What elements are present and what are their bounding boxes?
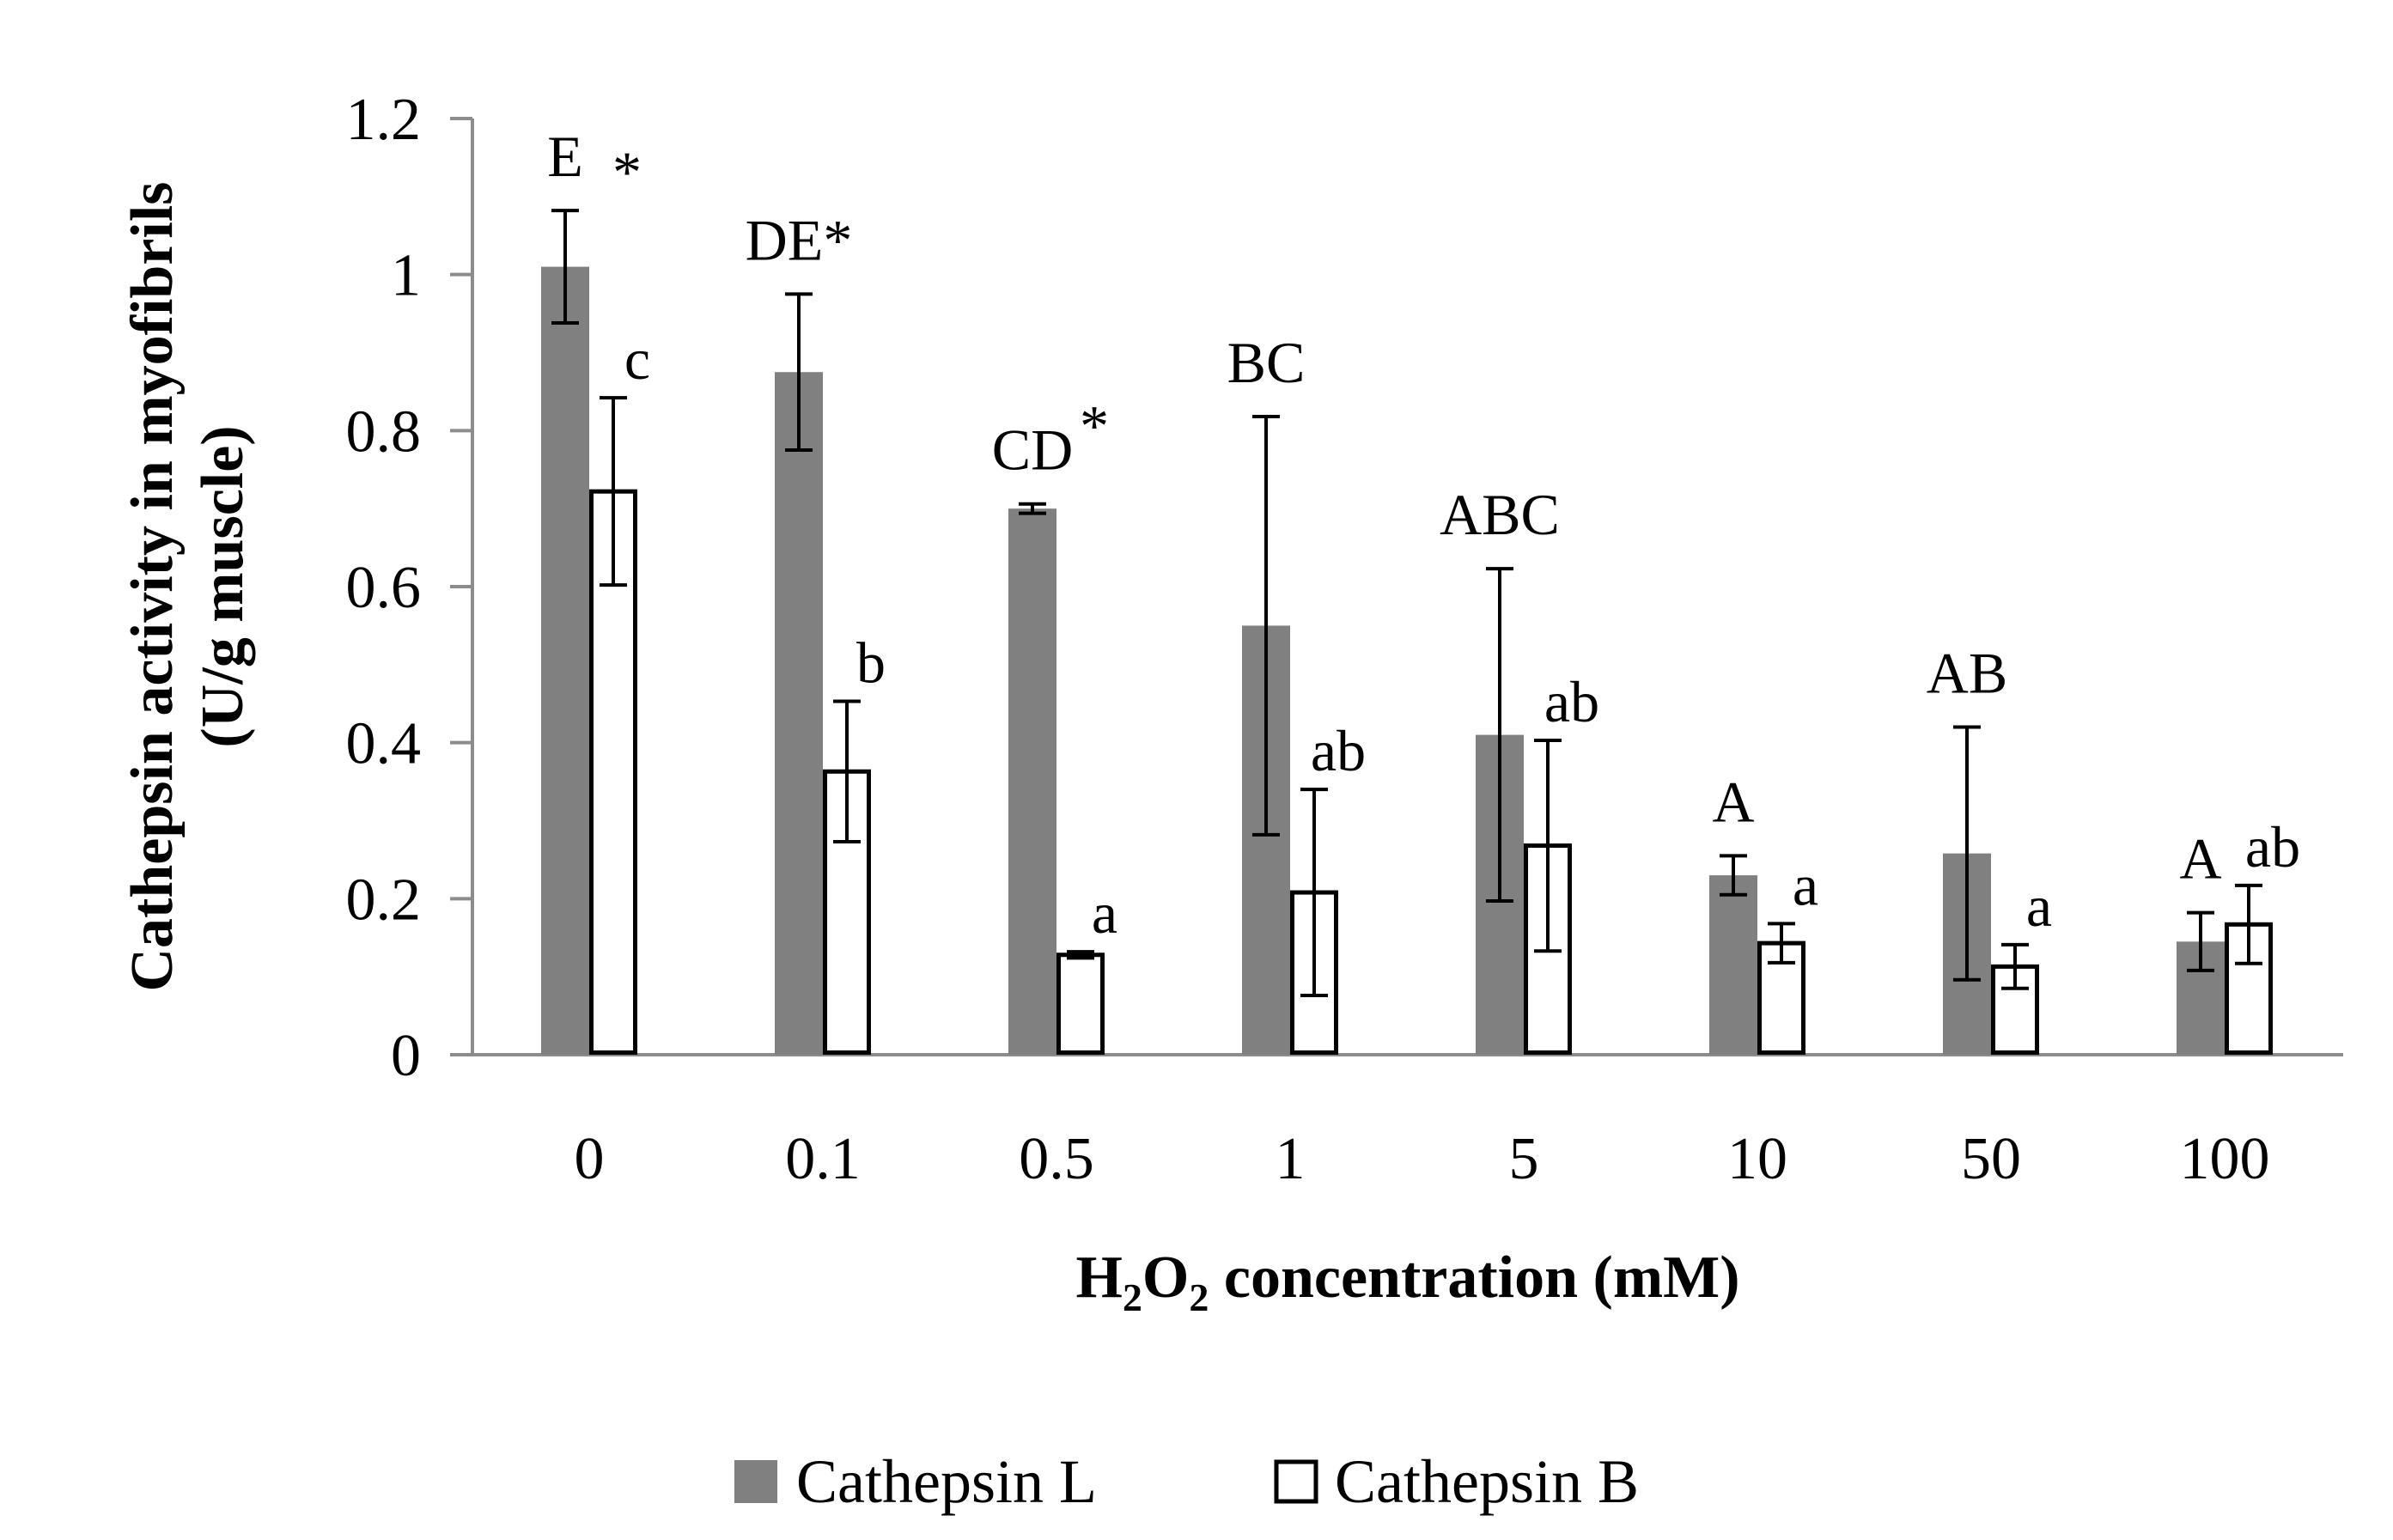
y-axis-title-line1: Cathepsin activity in myofibrils (119, 181, 186, 991)
label-cathepsin-l: E (547, 124, 583, 189)
x-axis-title: H2O2 concentration (mM) (1075, 1245, 1739, 1319)
y-axis-title-line2: (U/g muscle) (190, 425, 256, 747)
asterisk-annotation: * (612, 139, 642, 204)
label-cathepsin-l: AB (1927, 641, 2007, 706)
x-tick-label: 10 (1727, 1126, 1787, 1192)
y-tick-labels: 0 0.2 0.4 0.6 0.8 1 1.2 (346, 87, 422, 1089)
x-tick-label: 1 (1276, 1126, 1306, 1192)
label-cathepsin-l: ABC (1440, 482, 1560, 547)
bar-cathepsin-b (589, 489, 637, 1055)
label-cathepsin-b: b (856, 630, 886, 696)
bar-cathepsin-l (1709, 875, 1757, 1055)
label-cathepsin-l: BC (1227, 330, 1306, 395)
label-cathepsin-l: DE* (746, 207, 853, 272)
x-tick-label: 50 (1961, 1126, 2021, 1192)
label-cathepsin-b: c (624, 326, 650, 392)
y-tick-label: 0.4 (346, 711, 422, 777)
y-ticks (450, 117, 472, 1056)
cathepsin-b-bars (589, 489, 2273, 1056)
x-tick-label: 0 (575, 1126, 605, 1192)
x-tick-label: 100 (2180, 1126, 2270, 1192)
bar-cathepsin-l (775, 372, 823, 1055)
label-cathepsin-l: CD (992, 417, 1073, 483)
y-tick-label: 0 (391, 1023, 421, 1089)
y-tick-label: 0.6 (346, 555, 422, 621)
y-tick-label: 1 (391, 243, 421, 309)
legend-swatch-cathepsin-l (734, 1460, 777, 1503)
cathepsin-l-bars (541, 266, 2225, 1055)
label-cathepsin-b: ab (1544, 669, 1599, 734)
label-cathepsin-b: ab (2245, 814, 2300, 880)
error-bars (551, 209, 2262, 997)
legend-label-cathepsin-l: Cathepsin L (796, 1447, 1097, 1516)
label-cathepsin-b: a (1793, 852, 1818, 917)
y-tick-label: 0.8 (346, 399, 422, 465)
bar-cathepsin-b (1056, 953, 1105, 1055)
legend: Cathepsin L Cathepsin B (734, 1447, 1639, 1516)
x-tick-label: 0.1 (785, 1126, 861, 1192)
label-cathepsin-b: a (1092, 880, 1117, 946)
legend-swatch-cathepsin-b (1274, 1459, 1318, 1504)
x-tick-labels: 0 0.1 0.5 1 5 10 50 100 (575, 1126, 2270, 1192)
x-tick-label: 0.5 (1019, 1126, 1094, 1192)
x-tick-label: 5 (1509, 1126, 1539, 1192)
y-axis-title-group: Cathepsin activity in myofibrils (U/g mu… (119, 181, 256, 991)
label-cathepsin-b: ab (1311, 718, 1366, 783)
y-tick-label: 0.2 (346, 867, 422, 933)
bar-cathepsin-l (1008, 508, 1056, 1055)
bar-cathepsin-l (541, 266, 589, 1055)
label-cathepsin-b: a (2026, 873, 2052, 939)
legend-label-cathepsin-b: Cathepsin B (1335, 1447, 1639, 1516)
y-tick-label: 1.2 (346, 87, 422, 153)
label-cathepsin-l: A (1712, 769, 1754, 834)
label-cathepsin-l: A (2179, 826, 2221, 892)
asterisk-annotation: * (1080, 393, 1109, 459)
